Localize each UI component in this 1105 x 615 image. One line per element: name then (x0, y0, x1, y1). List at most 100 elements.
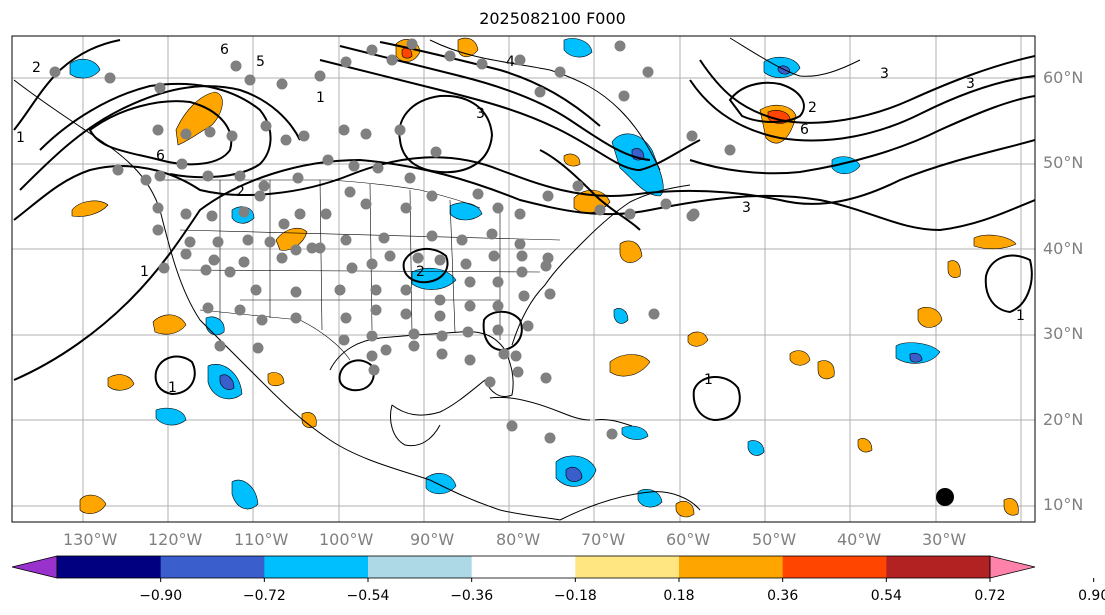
contour-line (154, 355, 196, 396)
station-dot (278, 218, 290, 230)
station-dot (514, 54, 526, 66)
contour-label: 6 (220, 42, 229, 58)
station-dot (322, 154, 334, 166)
south-america-north-coast (559, 491, 701, 521)
contour-label: 6 (156, 148, 165, 164)
contour-line (539, 149, 641, 231)
lon-label-100w: 100°W (319, 530, 374, 549)
station-dot (614, 40, 626, 52)
contour-label: 3 (742, 200, 751, 216)
station-dot (366, 44, 378, 56)
colorbar-tick-label: −0.36 (450, 588, 493, 604)
station-dot (230, 60, 242, 72)
contour-label: 1 (1016, 308, 1025, 324)
station-dot (234, 304, 246, 316)
coastlines (13, 37, 861, 521)
negative-anomaly-patch (563, 38, 593, 58)
map-area (12, 36, 1035, 522)
state-line (409, 189, 413, 335)
station-dot (618, 90, 630, 102)
hispaniola (594, 419, 633, 427)
contour-line (699, 55, 1035, 124)
station-dot (394, 124, 406, 136)
station-dot (488, 250, 500, 262)
station-dot (154, 82, 166, 94)
station-dot (540, 372, 552, 384)
colorbar-extend-max (989, 555, 1036, 579)
station-dot (334, 284, 346, 296)
station-dot (540, 260, 552, 272)
contour-line (402, 247, 449, 284)
station-dot (412, 252, 424, 264)
contour-label: 1 (140, 264, 149, 280)
station-dot (112, 164, 124, 176)
greenland (729, 37, 861, 77)
station-dot (642, 66, 654, 78)
cuba (489, 396, 591, 421)
contour-label: 2 (416, 264, 425, 280)
station-dot (368, 364, 380, 376)
lon-label-110w: 110°W (234, 530, 289, 549)
station-dot (152, 124, 164, 136)
station-dot (506, 420, 518, 432)
station-dot (544, 432, 556, 444)
positive-anomaly-patch (152, 314, 187, 335)
station-dot (250, 284, 262, 296)
station-dot (386, 54, 398, 66)
station-dot (434, 294, 446, 306)
positive-anomaly-patch (79, 494, 107, 514)
east-coast (511, 184, 691, 346)
lon-label-50w: 50°W (752, 530, 796, 549)
positive-anomaly-patch (71, 200, 109, 217)
station-dot (224, 266, 236, 278)
station-dot (510, 350, 522, 362)
colorbar-extend-min (11, 555, 58, 579)
station-dot (400, 284, 412, 296)
map-border (11, 35, 1036, 523)
station-dot (476, 58, 488, 70)
station-dot (290, 312, 302, 324)
station-dot (436, 348, 448, 360)
lat-label-60n: 60°N (1043, 68, 1083, 87)
station-dot (660, 198, 672, 210)
station-dot (512, 366, 524, 378)
station-dot (514, 238, 526, 250)
station-dot (290, 244, 302, 256)
positive-anomaly-patch (687, 331, 709, 347)
positive-anomaly-patch (817, 360, 835, 380)
station-dot (518, 290, 530, 302)
lon-label-120w: 120°W (148, 530, 203, 549)
station-dot (294, 208, 306, 220)
station-dot (320, 208, 332, 220)
colorbar-segment (368, 556, 473, 578)
colorbar-tick-label: −0.72 (243, 588, 286, 604)
station-dot (298, 130, 310, 142)
station-dot (152, 224, 164, 236)
station-dot (360, 128, 372, 140)
station-dot (484, 376, 496, 388)
contour-line (689, 75, 1035, 142)
station-dot (492, 276, 504, 288)
contour-line (338, 359, 375, 392)
station-dot (492, 324, 504, 336)
station-dot (338, 124, 350, 136)
negative-anomaly-patch (613, 308, 629, 324)
station-dot (238, 256, 250, 268)
station-dot (360, 198, 372, 210)
station-dot (606, 428, 618, 440)
station-dot (314, 242, 326, 254)
contour-label: 3 (966, 76, 975, 92)
contour-line (984, 254, 1033, 314)
contour-label: 3 (880, 66, 889, 82)
positive-anomaly-patch (1003, 498, 1019, 516)
station-dot (176, 158, 188, 170)
positive-anomaly-patch (267, 372, 285, 387)
station-dot (464, 300, 476, 312)
station-dot (404, 172, 416, 184)
station-dots (49, 38, 736, 444)
strong-negative-anomaly-patch (565, 466, 583, 482)
station-dot (280, 134, 292, 146)
colorbar-tick-label: −0.54 (347, 588, 390, 604)
negative-anomaly-patch (231, 479, 259, 510)
map-title: 2025082100 F000 (479, 9, 626, 28)
